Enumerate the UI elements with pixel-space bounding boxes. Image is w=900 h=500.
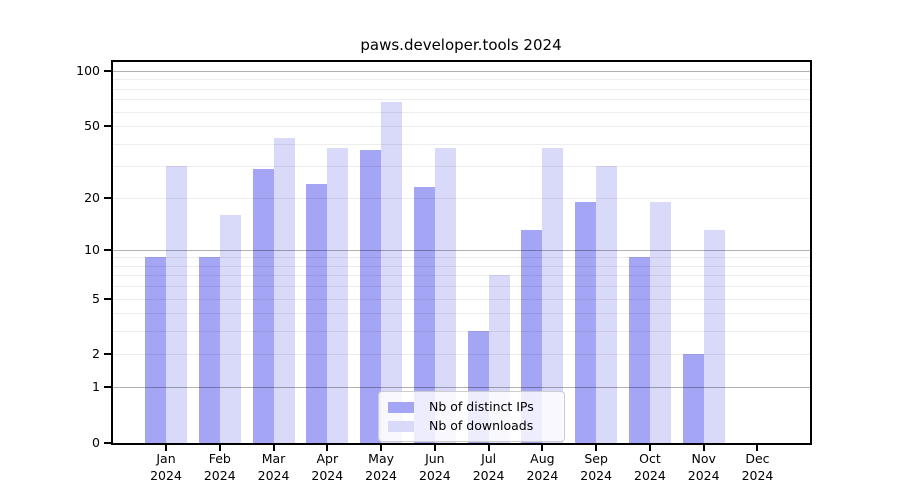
- bar-distinct-ips-oct: [628, 257, 650, 443]
- y-gridline-minor-60: [113, 111, 810, 113]
- bar-distinct-ips-apr: [306, 183, 328, 443]
- bar-distinct-ips-nov: [682, 354, 704, 443]
- y-gridline-minor-8: [113, 265, 810, 267]
- x-tick-label-jan: Jan 2024: [150, 451, 182, 483]
- y-tick-label-5: 5: [92, 290, 100, 306]
- bar-downloads-feb: [219, 214, 241, 443]
- y-gridline-minor-80: [113, 88, 810, 90]
- bar-downloads-apr: [327, 147, 349, 443]
- y-tick-label-50: 50: [84, 118, 100, 134]
- y-gridline-major-1: [113, 387, 810, 389]
- y-tick-20: [104, 196, 111, 199]
- y-gridline-minor-6: [113, 286, 810, 288]
- bar-distinct-ips-may: [360, 149, 382, 443]
- y-gridline-minor-5: [113, 298, 810, 300]
- bar-downloads-jun: [434, 147, 456, 443]
- bar-distinct-ips-aug: [521, 230, 543, 443]
- plot-area: [111, 60, 812, 445]
- x-tick-label-jun: Jun 2024: [418, 451, 451, 483]
- y-gridline-minor-4: [113, 313, 810, 315]
- bar-downloads-nov: [703, 230, 725, 443]
- legend: Nb of distinct IPs Nb of downloads: [378, 391, 565, 442]
- y-gridline-minor-9: [113, 257, 810, 259]
- x-tick-jun: [433, 445, 436, 451]
- legend-label-downloads: Nb of downloads: [429, 418, 534, 433]
- x-tick-label-jul: Jul 2024: [472, 451, 505, 483]
- y-tick-1: [104, 386, 111, 389]
- y-gridline-major-10: [113, 249, 810, 251]
- bar-downloads-sep: [596, 166, 618, 443]
- legend-swatch-distinct-ips: [388, 401, 414, 413]
- y-tick-label-2: 2: [92, 346, 100, 362]
- x-tick-jul: [487, 445, 490, 451]
- x-tick-sep: [595, 445, 598, 451]
- bar-downloads-mar: [273, 138, 295, 443]
- legend-swatch-downloads: [388, 420, 414, 432]
- x-tick-jan: [165, 445, 167, 451]
- bar-distinct-ips-mar: [252, 168, 274, 443]
- y-tick-50: [104, 125, 111, 128]
- bar-distinct-ips-sep: [575, 201, 597, 443]
- y-tick-100: [104, 70, 111, 73]
- x-tick-apr: [326, 445, 329, 451]
- y-gridline-minor-90: [113, 79, 810, 81]
- y-tick-5: [104, 297, 111, 300]
- bar-distinct-ips-jun: [413, 186, 435, 443]
- y-gridline-minor-3: [113, 331, 810, 333]
- y-gridline-minor-50: [113, 126, 810, 128]
- x-tick-label-dec: Dec 2024: [741, 451, 774, 483]
- x-tick-nov: [702, 445, 705, 451]
- x-tick-dec: [756, 445, 759, 451]
- x-tick-label-sep: Sep 2024: [580, 451, 613, 483]
- x-tick-aug: [541, 445, 544, 451]
- y-gridline-minor-7: [113, 275, 810, 277]
- x-tick-label-may: May 2024: [365, 451, 397, 483]
- bar-downloads-jan: [166, 166, 187, 443]
- x-tick-label-oct: Oct 2024: [634, 451, 666, 483]
- y-tick-label-1: 1: [92, 379, 100, 395]
- chart-title: paws.developer.tools 2024: [360, 36, 562, 54]
- y-gridline-minor-2: [113, 354, 810, 356]
- bar-distinct-ips-jan: [145, 257, 166, 443]
- legend-entry-distinct-ips: Nb of distinct IPs: [388, 400, 555, 414]
- legend-label-distinct-ips: Nb of distinct IPs: [429, 399, 534, 414]
- x-tick-oct: [648, 445, 651, 451]
- y-gridline-minor-40: [113, 143, 810, 145]
- bar-downloads-aug: [542, 147, 564, 443]
- x-tick-label-mar: Mar 2024: [257, 451, 290, 483]
- x-tick-may: [380, 445, 383, 451]
- x-tick-feb: [218, 445, 221, 451]
- y-tick-0: [104, 442, 111, 444]
- y-tick-label-0: 0: [92, 435, 100, 450]
- x-tick-label-nov: Nov 2024: [687, 451, 720, 483]
- y-tick-label-100: 100: [76, 63, 100, 79]
- bar-distinct-ips-feb: [198, 257, 220, 443]
- x-tick-label-feb: Feb 2024: [203, 451, 236, 483]
- y-gridline-minor-20: [113, 197, 810, 199]
- bar-downloads-oct: [649, 201, 671, 443]
- y-tick-2: [104, 353, 111, 356]
- y-gridline-minor-30: [113, 166, 810, 168]
- y-gridline-minor-70: [113, 99, 810, 101]
- bar-downloads-may: [381, 101, 403, 443]
- legend-entry-downloads: Nb of downloads: [388, 419, 555, 433]
- y-tick-10: [104, 248, 111, 251]
- x-tick-label-aug: Aug 2024: [526, 451, 559, 483]
- y-tick-label-10: 10: [84, 241, 100, 257]
- y-tick-label-20: 20: [84, 189, 100, 205]
- x-tick-label-apr: Apr 2024: [311, 451, 344, 483]
- y-gridline-major-100: [113, 71, 810, 73]
- x-tick-mar: [272, 445, 275, 451]
